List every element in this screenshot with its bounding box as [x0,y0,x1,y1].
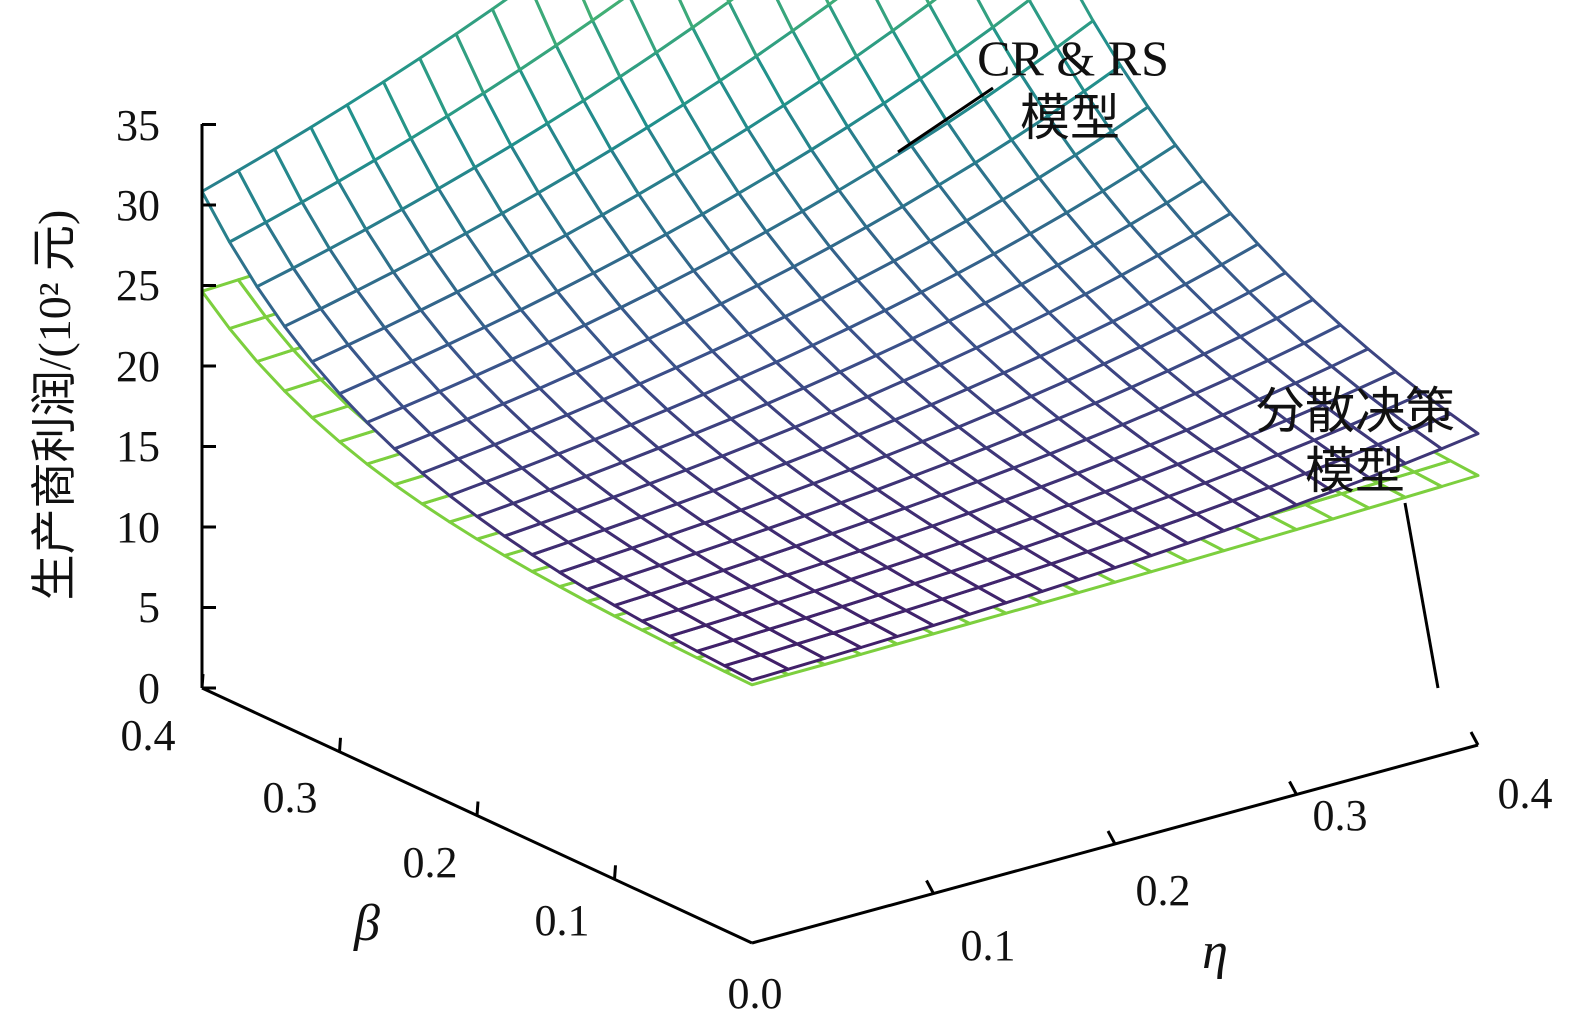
eta-tick-label: 0.1 [961,921,1016,970]
surface-cell [925,0,937,6]
z-tick-labels: 0 5 10 15 20 25 30 35 [116,101,160,713]
beta-axis-tick [200,673,205,689]
surface-cell [629,0,695,54]
beta-tick-label: 0.3 [263,773,318,822]
surface-cell [827,0,895,58]
axis-ticks [200,123,1480,895]
annotation-decentralized-leader [1403,502,1440,689]
surface-cell [581,0,625,22]
annotation-decentralized: 分散决策 模型 [1255,383,1455,689]
annotation-crrs-line1: CR & RS [977,30,1169,86]
z-axis-title: 生产商利润/(10² 元) [29,210,80,601]
surface-cell [927,0,995,55]
z-tick-label: 30 [116,181,160,230]
z-tick-label: 25 [116,261,160,310]
z-tick-label: 0 [138,664,160,713]
beta-tick-label: 0.2 [403,838,458,887]
annotation-decentralized-line2: 模型 [1305,443,1405,499]
beta-tick-labels: 0.0 0.1 0.2 0.3 0.4 [121,711,783,1018]
z-tick-label: 35 [116,101,160,150]
annotation-crrs: CR & RS 模型 [897,30,1169,154]
surface-cell [1027,0,1095,50]
eta-axis-tick [1106,830,1117,845]
surface-cell [991,0,1059,75]
z-tick-label: 10 [116,503,160,552]
z-tick-label: 20 [116,342,160,391]
surface-cell [726,0,734,4]
eta-tick-label: 0.2 [1136,866,1191,915]
eta-tick-label: 0.4 [1498,769,1553,818]
eta-tick-labels: 0.1 0.2 0.3 0.4 [961,769,1553,970]
beta-axis-tick [338,737,342,752]
surface-cell [875,0,931,33]
surface-cell [678,0,731,29]
surface-cell [976,0,1031,29]
surface-cell [534,0,594,47]
beta-axis-tick [613,865,617,880]
eta-axis-tick [1288,780,1298,796]
annotation-decentralized-line1: 分散决策 [1255,383,1455,439]
eta-axis-tick [1469,731,1480,746]
surface-cell [775,0,831,33]
surface-cell [490,0,558,72]
surface-cell [727,0,795,58]
beta-tick-label: 0.1 [535,896,590,945]
annotation-crrs-line2: 模型 [1020,90,1120,146]
beta-axis-label: β [353,895,380,952]
beta-tick-label: 0.0 [728,969,783,1018]
eta-axis-label: η [1202,923,1228,980]
z-tick-label: 5 [138,583,160,632]
eta-tick-label: 0.3 [1313,791,1368,840]
upper-surface [200,0,1480,682]
annotation-crrs-leader [897,86,994,154]
eta-axis-tick [925,879,935,895]
beta-axis-tick [475,801,480,816]
beta-tick-label: 0.4 [121,711,176,760]
surface-cell [825,0,838,7]
z-tick-label: 15 [116,422,160,471]
